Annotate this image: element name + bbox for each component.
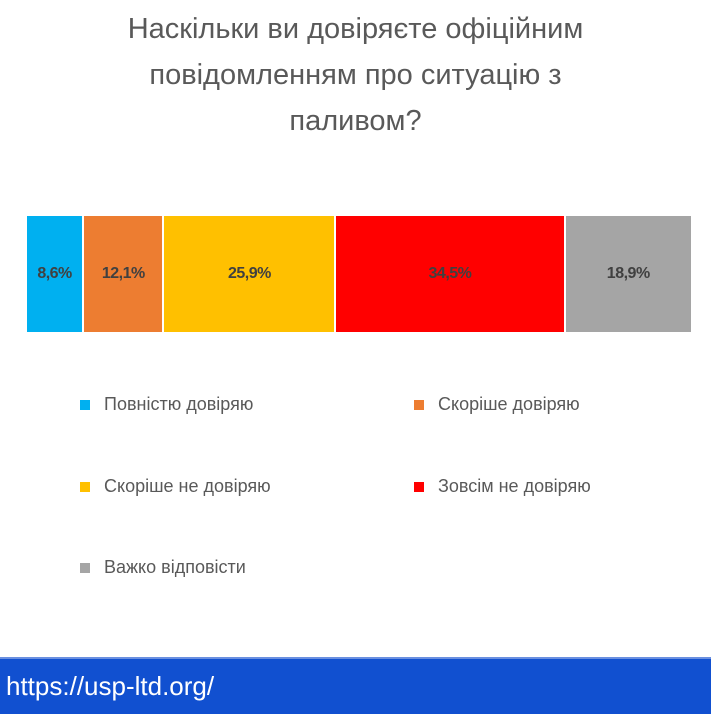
data-label: 18,9% [606, 265, 650, 282]
footer-url[interactable]: https://usp-ltd.org/ [6, 671, 215, 701]
data-label: 8,6% [37, 265, 72, 282]
legend-swatch [414, 399, 424, 410]
legend-swatch [80, 481, 90, 492]
legend-item: Скоріше довіряю [414, 394, 580, 415]
legend-item: Повністю довіряю [80, 394, 253, 415]
legend-label: Зовсім не довіряю [438, 476, 591, 496]
stacked-bar: 8,6% 12,1% 25,9% 34,5% 18,9% [27, 216, 691, 332]
bar-segment: 18,9% [565, 216, 691, 332]
data-label: 12,1% [101, 265, 145, 282]
legend-label: Скоріше не довіряю [104, 476, 271, 496]
legend-label: Повністю довіряю [104, 394, 254, 414]
chart-title: Наскільки ви довіряєте офіційним повідом… [40, 6, 671, 144]
legend-item: Зовсім не довіряю [414, 476, 591, 497]
bar-segment: 25,9% [164, 216, 337, 332]
title-line: Наскільки ви довіряєте офіційним [127, 13, 584, 45]
legend-swatch [80, 399, 90, 410]
legend-item: Скоріше не довіряю [80, 476, 271, 497]
title-line: повідомленням про ситуацію з [149, 59, 562, 91]
title-line: паливом? [289, 105, 422, 137]
legend-label: Скоріше довіряю [438, 394, 580, 414]
bar-segment: 34,5% [336, 216, 566, 332]
legend-item: Важко відповісти [80, 557, 246, 578]
data-label: 34,5% [428, 265, 472, 282]
bar-segment: 12,1% [84, 216, 165, 332]
legend-label: Важко відповісти [104, 557, 246, 577]
legend-swatch [414, 481, 424, 492]
footer-banner: https://usp-ltd.org/ [0, 657, 711, 714]
data-label: 25,9% [227, 265, 271, 282]
legend-swatch [80, 562, 90, 573]
bar-segment: 8,6% [27, 216, 85, 332]
